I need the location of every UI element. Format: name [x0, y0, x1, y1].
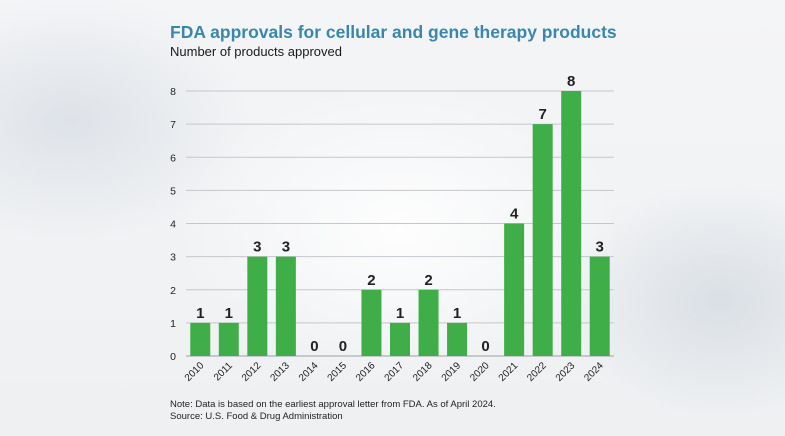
bar	[190, 322, 211, 356]
y-tick-label: 5	[170, 185, 176, 197]
data-label: 1	[225, 305, 233, 322]
x-tick-label: 2021	[497, 360, 521, 384]
x-tick-label: 2012	[240, 360, 264, 384]
data-label: 7	[538, 106, 546, 123]
data-label: 3	[596, 239, 604, 256]
x-tick-label: 2017	[383, 360, 407, 384]
bar	[561, 91, 582, 356]
x-tick-label: 2014	[297, 360, 321, 384]
y-tick-label: 1	[170, 318, 176, 330]
x-tick-label: 2010	[183, 360, 207, 384]
bar	[275, 256, 296, 356]
bar	[504, 223, 525, 356]
bar	[390, 322, 410, 356]
bar	[361, 289, 382, 356]
x-tick-label: 2016	[354, 360, 378, 384]
data-label: 1	[396, 305, 404, 322]
data-label: 0	[339, 338, 347, 355]
x-tick-label: 2019	[440, 360, 464, 384]
y-tick-label: 4	[170, 219, 176, 231]
y-tick-label: 2	[170, 285, 176, 297]
y-tick-label: 8	[170, 86, 176, 98]
y-tick-label: 7	[170, 119, 176, 131]
x-tick-label: 2018	[411, 360, 435, 384]
x-tick-label: 2022	[525, 360, 549, 384]
data-label: 1	[453, 305, 461, 322]
footnote-note: Note: Data is based on the earliest appr…	[170, 399, 496, 410]
chart-footnote: Note: Data is based on the earliest appr…	[170, 399, 496, 422]
data-label: 0	[310, 338, 318, 355]
footnote-source: Source: U.S. Food & Drug Administration	[170, 410, 343, 422]
data-label: 2	[367, 272, 375, 289]
chart-title: FDA approvals for cellular and gene ther…	[170, 22, 617, 42]
data-label: 8	[567, 73, 575, 90]
y-tick-label: 6	[170, 152, 176, 164]
x-tick-label: 2023	[554, 360, 578, 384]
x-tick-label: 2015	[326, 360, 350, 384]
bar	[532, 124, 553, 356]
y-tick-label: 0	[170, 351, 176, 363]
y-tick-label: 3	[170, 252, 176, 264]
bar	[589, 256, 610, 356]
bar	[218, 322, 239, 356]
data-label: 4	[510, 206, 519, 223]
bar	[247, 256, 268, 356]
chart-subtitle: Number of products approved	[170, 44, 342, 59]
data-label: 0	[481, 338, 489, 355]
data-label: 3	[253, 239, 261, 256]
x-tick-label: 2013	[268, 360, 292, 384]
data-label: 2	[424, 272, 432, 289]
data-label: 1	[196, 305, 204, 322]
x-tick-label: 2020	[468, 360, 492, 384]
bar	[418, 289, 439, 356]
bar	[447, 322, 468, 356]
data-label: 3	[282, 239, 290, 256]
x-tick-label: 2011	[212, 360, 235, 383]
x-tick-label: 2024	[582, 360, 606, 384]
